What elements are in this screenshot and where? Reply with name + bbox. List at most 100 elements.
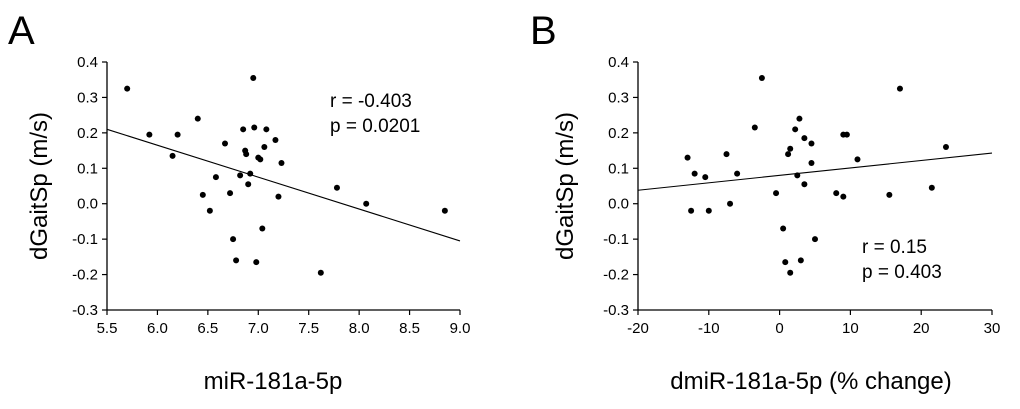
- data-point-a: [174, 131, 181, 138]
- y-tick-label-b: -0.1: [603, 231, 629, 248]
- data-point-a: [227, 190, 234, 197]
- data-point-b: [684, 154, 691, 161]
- data-point-b: [705, 207, 712, 214]
- data-point-a: [199, 191, 206, 198]
- y-tick-label-a: -0.1: [72, 231, 98, 248]
- data-point-b: [812, 236, 818, 243]
- plot-area-a: -0.3 -0.2 -0.1 0.0 0.1 0.2 0.3 0.4 5.5 6.0 6.5 7.0 7…: [72, 54, 470, 337]
- data-point-b: [787, 269, 794, 276]
- stat-p-a: p = 0.0201: [330, 116, 420, 137]
- data-point-a: [206, 207, 213, 214]
- data-point-a: [263, 126, 270, 133]
- data-point-a: [146, 131, 153, 138]
- regression-line-b: [637, 152, 993, 191]
- x-tick-label-a: 7.0: [248, 320, 269, 337]
- y-tick-label-a: 0.1: [77, 160, 98, 177]
- x-tick-label-a: 5.5: [97, 320, 118, 337]
- stat-r-b: r = 0.15: [862, 237, 927, 258]
- y-tick-label-a: 0.4: [77, 54, 98, 71]
- data-point-a: [278, 159, 285, 166]
- x-tick-label-b: 30: [984, 320, 1001, 337]
- y-axis-title-a: dGaitSp (m/s): [26, 112, 53, 260]
- plot-area-b: -0.3 -0.2 -0.1 0.0 0.1 0.2 0.3 0.4 -20 -10 0 10 20 30: [603, 54, 1000, 337]
- data-point-a: [333, 184, 340, 191]
- x-tick-label-a: 8.0: [349, 320, 370, 337]
- data-point-a: [240, 126, 247, 133]
- y-tick-label-a: 0.0: [77, 196, 98, 213]
- data-point-b: [942, 144, 949, 151]
- data-point-b: [808, 140, 815, 147]
- data-point-a: [272, 136, 279, 143]
- data-point-a: [250, 74, 257, 81]
- x-tick-label-a: 6.5: [197, 320, 218, 337]
- data-point-b: [896, 85, 903, 92]
- data-point-a: [243, 151, 250, 158]
- x-tick-label-b: 20: [913, 320, 930, 337]
- data-point-b: [780, 225, 787, 232]
- data-point-a: [275, 193, 282, 200]
- data-point-a: [363, 200, 370, 207]
- y-tick-label-b: -0.2: [603, 267, 629, 284]
- y-tick-label-b: 0.1: [608, 160, 629, 177]
- data-point-b: [928, 184, 935, 191]
- data-point-a: [169, 152, 176, 159]
- x-tick-label-a: 7.5: [298, 320, 319, 337]
- data-point-a: [124, 85, 131, 92]
- data-point-a: [233, 257, 240, 264]
- data-point-b: [758, 74, 765, 81]
- data-point-b: [808, 159, 815, 166]
- data-point-a: [247, 170, 254, 177]
- data-point-a: [261, 144, 268, 151]
- y-tick-label-b: -0.3: [603, 302, 629, 319]
- y-axis-title-b: dGaitSp (m/s): [552, 112, 579, 260]
- y-tick-label-a: 0.2: [77, 125, 98, 142]
- y-tick-label-a: -0.3: [72, 302, 98, 319]
- data-point-a: [257, 156, 264, 163]
- x-axis-title-a: miR-181a-5p: [204, 368, 343, 395]
- data-point-b: [751, 124, 758, 131]
- data-point-b: [854, 156, 861, 163]
- x-tick-label-b: -10: [698, 320, 720, 337]
- y-tick-label-a: -0.2: [72, 267, 98, 284]
- data-point-a: [317, 269, 324, 276]
- x-tick-label-a: 6.0: [147, 320, 168, 337]
- y-tick-label-b: 0.2: [608, 125, 629, 142]
- data-point-a: [237, 172, 244, 179]
- data-point-a: [194, 115, 201, 122]
- data-point-a: [253, 259, 260, 266]
- data-point-b: [691, 170, 698, 177]
- data-point-b: [797, 257, 804, 264]
- x-tick-label-b: 0: [775, 320, 783, 337]
- data-point-b: [782, 259, 789, 266]
- data-point-a: [212, 174, 219, 181]
- y-tick-label-b: 0.0: [608, 196, 629, 213]
- data-point-b: [843, 131, 850, 138]
- data-point-b: [840, 193, 847, 200]
- data-point-a: [222, 140, 229, 147]
- data-point-b: [801, 181, 808, 188]
- data-point-b: [727, 200, 734, 207]
- data-point-b: [688, 207, 695, 214]
- stat-p-b: p = 0.403: [862, 262, 942, 283]
- data-point-b: [734, 170, 741, 177]
- x-tick-label-b: 10: [842, 320, 859, 337]
- x-axis-title-b: dmiR-181a-5p (% change): [670, 368, 951, 395]
- x-tick-label-b: -20: [627, 320, 649, 337]
- data-point-b: [833, 190, 840, 197]
- data-point-b: [794, 172, 801, 179]
- panel-a: A miR-181a-5p dGaitSp (m/s) r = -0.403 p…: [8, 9, 470, 395]
- data-point-b: [723, 151, 730, 158]
- regression-line-a: [106, 128, 461, 242]
- y-tick-label-b: 0.3: [608, 89, 629, 106]
- stat-r-a: r = -0.403: [330, 91, 412, 112]
- x-tick-label-a: 8.5: [399, 320, 420, 337]
- data-point-b: [787, 145, 794, 152]
- y-tick-label-b: 0.4: [608, 54, 629, 71]
- data-point-b: [773, 190, 780, 197]
- data-point-a: [245, 181, 252, 188]
- data-point-a: [259, 225, 266, 232]
- panel-b: B dmiR-181a-5p (% change) dGaitSp (m/s) …: [530, 9, 1000, 395]
- y-tick-label-a: 0.3: [77, 89, 98, 106]
- panel-label-b: B: [530, 9, 557, 53]
